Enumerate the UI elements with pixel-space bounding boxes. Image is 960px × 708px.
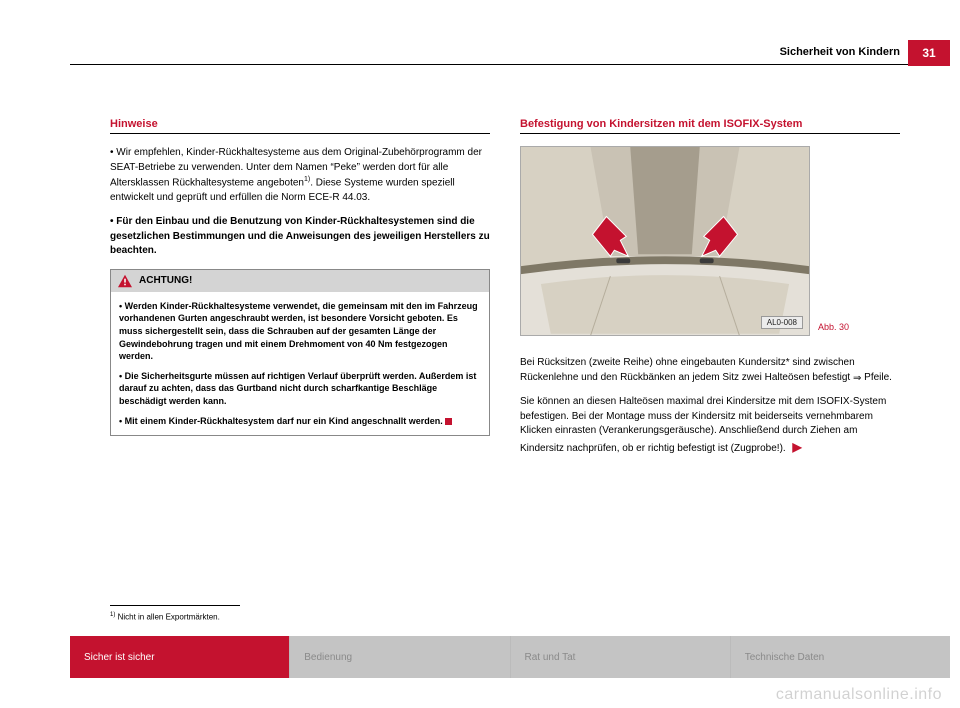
warning-item: • Die Sicherheitsgurte müssen auf richti… — [119, 370, 481, 408]
end-of-section-square-icon — [445, 418, 452, 425]
tab-sicher-ist-sicher[interactable]: Sicher ist sicher — [70, 636, 289, 678]
text: • Mit einem Kinder-Rückhaltesystem darf … — [119, 416, 443, 426]
warning-item: • Mit einem Kinder-Rückhaltesystem darf … — [119, 415, 481, 428]
figure-caption: Abb. 30 — [818, 322, 849, 338]
tab-label: Rat und Tat — [525, 652, 576, 663]
content-area: Hinweise • Wir empfehlen, Kinder-Rückhal… — [110, 118, 912, 618]
arrow-ref-icon: ⇒ — [853, 372, 861, 387]
paragraph-bold: • Für den Einbau und die Benutzung von K… — [110, 215, 490, 259]
tab-label: Sicher ist sicher — [84, 652, 155, 663]
chapter-title: Sicherheit von Kindern — [780, 46, 900, 58]
figure-code-label: AL0-008 — [761, 316, 803, 329]
continued-marker-icon: ▶ — [792, 440, 801, 454]
footnote: 1) Nicht in allen Exportmärkten. — [110, 612, 220, 622]
page-number-box: 31 — [908, 40, 950, 66]
footnote-text: Nicht in allen Exportmärkten. — [115, 613, 220, 622]
figure-row: AL0-008 Abb. 30 — [520, 146, 900, 338]
tab-label: Bedienung — [304, 652, 352, 663]
tab-label: Technische Daten — [745, 652, 825, 663]
section-heading-isofix: Befestigung von Kindersitzen mit dem ISO… — [520, 118, 900, 134]
footer-tabs: Sicher ist sicher Bedienung Rat und Tat … — [70, 636, 950, 678]
footnote-rule — [110, 605, 240, 606]
warning-item: • Werden Kinder-Rückhaltesysteme verwend… — [119, 300, 481, 363]
text: Pfeile. — [861, 372, 892, 383]
text: Bei Rücksitzen (zweite Reihe) ohne einge… — [520, 357, 855, 383]
paragraph: Sie können an diesen Halteösen maximal d… — [520, 395, 900, 456]
right-column: Befestigung von Kindersitzen mit dem ISO… — [520, 118, 900, 466]
tab-bedienung[interactable]: Bedienung — [289, 636, 509, 678]
tab-rat-und-tat[interactable]: Rat und Tat — [510, 636, 730, 678]
left-column: Hinweise • Wir empfehlen, Kinder-Rückhal… — [110, 118, 490, 436]
warning-header: ACHTUNG! — [111, 270, 489, 292]
tab-technische-daten[interactable]: Technische Daten — [730, 636, 950, 678]
watermark: carmanualsonline.info — [776, 686, 942, 704]
warning-icon — [117, 274, 133, 288]
header-rule — [70, 64, 908, 65]
figure-isofix: AL0-008 — [520, 146, 810, 336]
paragraph: Bei Rücksitzen (zweite Reihe) ohne einge… — [520, 356, 900, 385]
warning-box: ACHTUNG! • Werden Kinder-Rückhaltesystem… — [110, 269, 490, 436]
warning-label: ACHTUNG! — [139, 275, 192, 286]
warning-body: • Werden Kinder-Rückhaltesysteme verwend… — [111, 292, 489, 435]
page: Sicherheit von Kindern 31 Hinweise • Wir… — [0, 0, 960, 708]
page-header: Sicherheit von Kindern 31 — [70, 40, 960, 66]
seat-illustration — [521, 147, 809, 336]
paragraph: • Wir empfehlen, Kinder-Rückhaltesysteme… — [110, 146, 490, 205]
text: Sie können an diesen Halteösen maximal d… — [520, 396, 886, 454]
section-heading-hinweise: Hinweise — [110, 118, 490, 134]
